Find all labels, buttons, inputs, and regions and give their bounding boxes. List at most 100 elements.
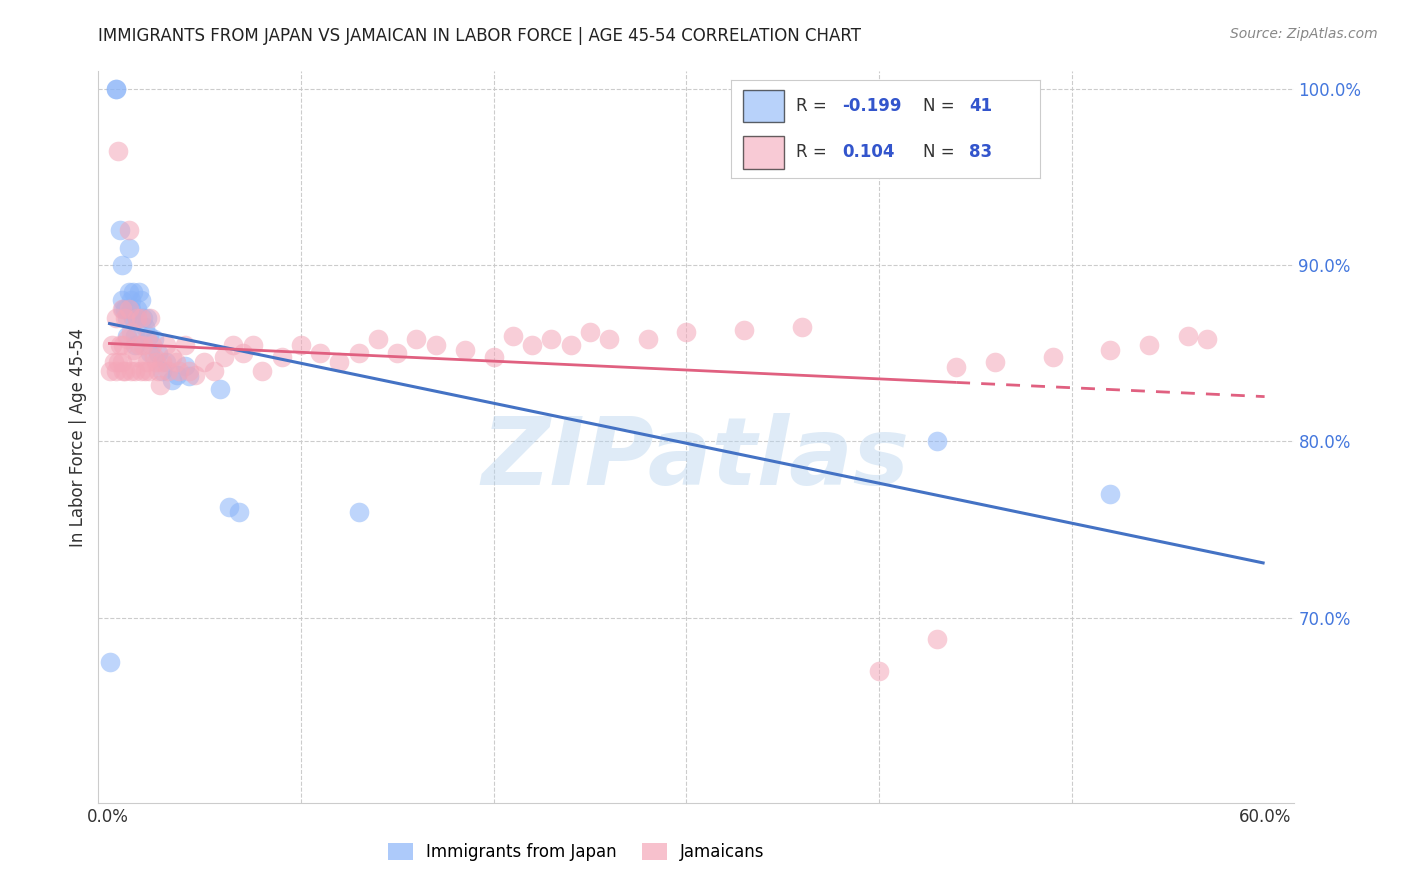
Point <box>184 368 207 382</box>
Point <box>579 325 602 339</box>
Point <box>110 302 132 317</box>
Point <box>145 355 167 369</box>
Point <box>270 350 292 364</box>
Point <box>790 320 813 334</box>
Point <box>114 311 136 326</box>
Point <box>540 332 562 346</box>
Point <box>218 500 240 514</box>
Text: 83: 83 <box>969 143 993 161</box>
Point <box>385 346 409 360</box>
Point <box>984 355 1007 369</box>
Legend: Immigrants from Japan, Jamaicans: Immigrants from Japan, Jamaicans <box>381 836 772 868</box>
Point <box>117 332 139 346</box>
Point <box>169 364 191 378</box>
Point <box>222 337 245 351</box>
Point <box>202 364 225 378</box>
Point <box>155 355 177 369</box>
Point <box>165 355 187 369</box>
Text: R =: R = <box>796 97 832 115</box>
Point <box>125 302 148 317</box>
Point <box>174 359 197 373</box>
Point <box>733 323 755 337</box>
Text: 0.104: 0.104 <box>842 143 896 161</box>
Point <box>208 382 231 396</box>
Point <box>925 434 948 449</box>
Point <box>675 325 697 339</box>
Point <box>124 337 146 351</box>
Point <box>1195 332 1218 346</box>
Point <box>118 223 141 237</box>
Point <box>112 364 135 378</box>
Text: Source: ZipAtlas.com: Source: ZipAtlas.com <box>1230 27 1378 41</box>
FancyBboxPatch shape <box>744 136 783 169</box>
Point <box>122 285 145 299</box>
Point <box>139 311 162 326</box>
Point <box>110 355 132 369</box>
Text: 41: 41 <box>969 97 993 115</box>
Point <box>520 337 543 351</box>
Point <box>128 285 150 299</box>
Point <box>112 337 135 351</box>
Point <box>148 346 170 360</box>
Point <box>122 311 145 326</box>
Point <box>135 355 157 369</box>
Point <box>108 337 131 351</box>
Point <box>193 355 215 369</box>
Point <box>309 346 332 360</box>
Point <box>149 378 172 392</box>
Point <box>560 337 582 351</box>
Point <box>155 337 177 351</box>
Point <box>1042 350 1064 364</box>
Point <box>135 332 157 346</box>
Point <box>125 311 148 326</box>
Point <box>118 285 141 299</box>
Point <box>117 311 139 326</box>
Text: N =: N = <box>922 143 960 161</box>
Point <box>252 364 274 378</box>
Point <box>122 343 145 357</box>
Point <box>103 355 125 369</box>
Point <box>98 655 121 669</box>
Point <box>425 337 447 351</box>
Point <box>347 346 370 360</box>
Point <box>232 346 254 360</box>
Point <box>141 337 163 351</box>
Text: -0.199: -0.199 <box>842 97 903 115</box>
Point <box>107 355 129 369</box>
Point <box>212 350 235 364</box>
Point <box>290 337 312 351</box>
Point <box>405 332 427 346</box>
Point <box>139 346 162 360</box>
Point <box>110 258 132 272</box>
Point <box>598 332 620 346</box>
Point <box>135 311 157 326</box>
Point <box>138 364 160 378</box>
Point <box>868 664 890 678</box>
Point <box>104 82 127 96</box>
Point <box>367 332 389 346</box>
Point <box>242 337 264 351</box>
Point <box>177 369 200 384</box>
Point <box>107 144 129 158</box>
Point <box>118 241 141 255</box>
Point <box>120 325 142 339</box>
Point <box>174 337 197 351</box>
Point <box>160 373 183 387</box>
Point <box>228 505 250 519</box>
Point <box>124 364 146 378</box>
Point <box>104 311 127 326</box>
Point <box>143 332 166 346</box>
Point <box>160 350 183 364</box>
Text: N =: N = <box>922 97 960 115</box>
Point <box>134 320 156 334</box>
Point <box>118 302 141 317</box>
Point <box>1099 343 1122 357</box>
Point <box>148 364 170 378</box>
Point <box>124 328 146 343</box>
Y-axis label: In Labor Force | Age 45-54: In Labor Force | Age 45-54 <box>69 327 87 547</box>
Point <box>150 364 173 378</box>
Point <box>453 343 475 357</box>
Point <box>108 223 131 237</box>
Point <box>925 632 948 646</box>
Point <box>143 350 166 364</box>
